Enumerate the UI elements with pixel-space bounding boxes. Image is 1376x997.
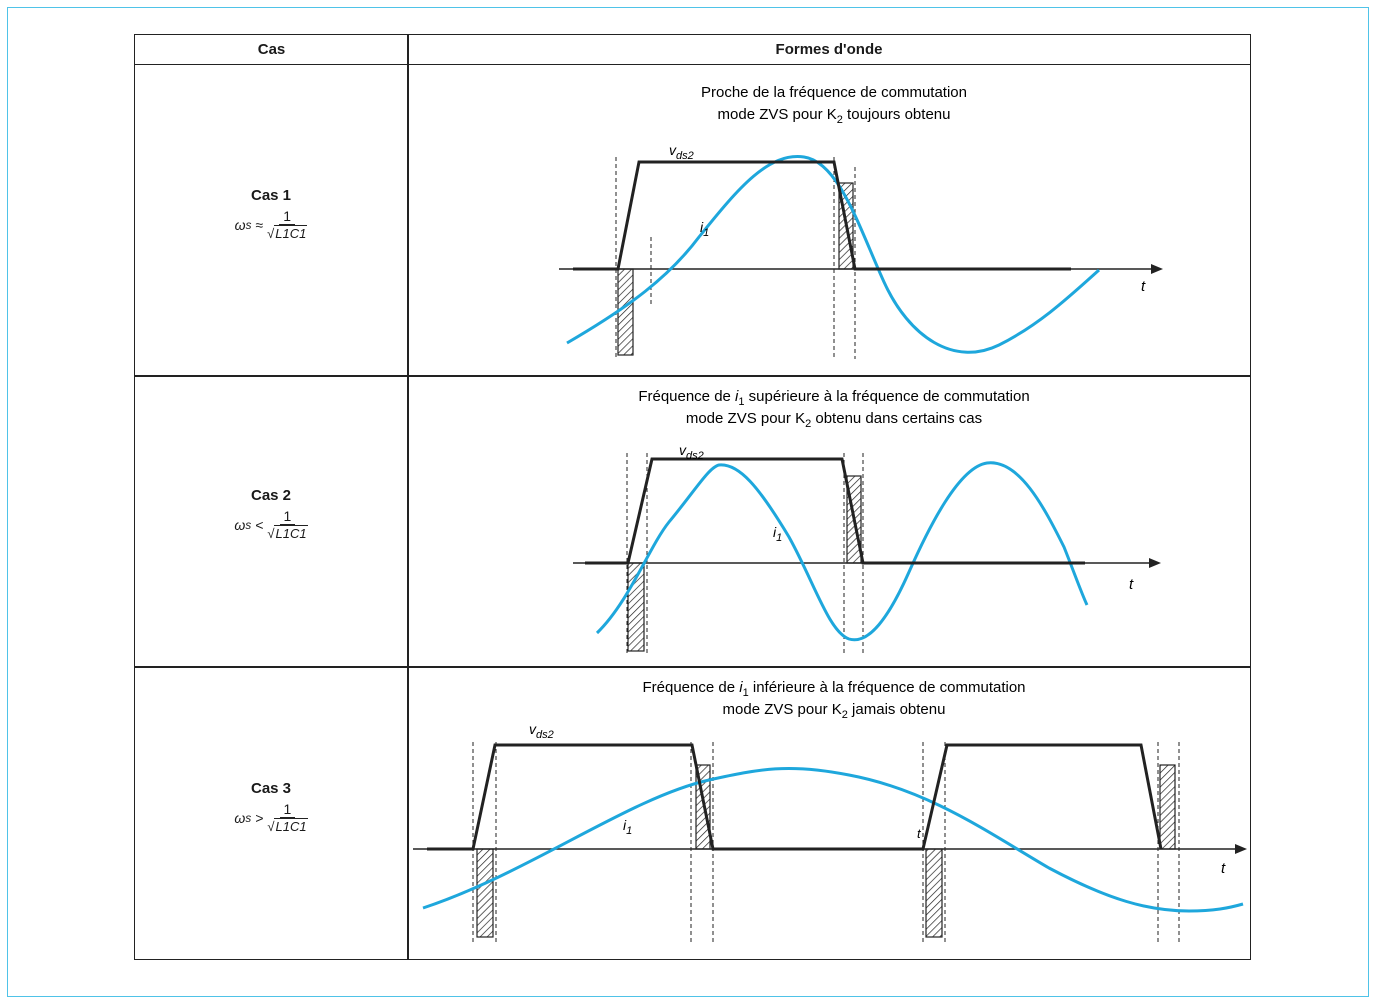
case-1-current-i1	[566, 155, 1101, 354]
fraction-numerator: 1	[279, 208, 296, 225]
case-2-name: Cas 2	[250, 487, 292, 504]
relation-symbol: ≈	[255, 217, 264, 233]
case-3-hatched-zones	[476, 764, 1176, 938]
hatched-zone-1	[476, 848, 494, 938]
fraction-numerator: 1	[279, 801, 296, 818]
case-1-vds2-waveform	[573, 160, 1071, 271]
case-3-title-line-2: mode ZVS pour K2 jamais obtenu	[723, 701, 946, 721]
omega-symbol: ω	[234, 517, 246, 533]
case-2-waveform: Fréquence de i1 supérieure à la fréquenc…	[573, 388, 1161, 655]
case-2-vds-label: vds2	[679, 442, 704, 462]
fraction: 1 √L1C1	[267, 208, 308, 242]
hatched-zone-3	[925, 848, 943, 938]
case-2-i-label: i1	[773, 524, 782, 544]
case-3-waveform: Fréquence de i1 inférieure à la fréquenc…	[413, 679, 1247, 944]
header-formes: Formes d'onde	[408, 35, 1250, 65]
case-2-axis-arrow	[1149, 558, 1161, 568]
case-1-title-line-2: mode ZVS pour K2 toujours obtenu	[718, 106, 951, 126]
fraction-denominator: √L1C1	[267, 818, 308, 834]
case-2-vds2-waveform	[585, 457, 1085, 565]
header-cas: Cas	[135, 35, 408, 65]
relation-symbol: <	[255, 517, 264, 533]
fraction: 1 √L1C1	[267, 801, 308, 835]
case-3-t-label: t	[1221, 860, 1226, 877]
omega-sub: s	[245, 218, 252, 232]
case-1-t-label: t	[1141, 278, 1146, 295]
hatched-zone-1	[617, 268, 634, 356]
case-3-t-label-2: t	[917, 826, 922, 841]
case-2-title-line-1: Fréquence de i1 supérieure à la fréquenc…	[638, 388, 1029, 408]
omega-symbol: ω	[234, 810, 246, 826]
column-separator	[407, 35, 409, 959]
case-2-t-label: t	[1129, 576, 1134, 593]
case-3-vds-label: vds2	[529, 721, 554, 741]
case-1-vds-label: vds2	[669, 142, 694, 162]
omega-sub: s	[245, 811, 252, 825]
radicand: L1C1	[274, 525, 308, 541]
case-1-waveform: Proche de la fréquence de commutation mo…	[559, 84, 1163, 359]
omega-sub: s	[245, 518, 252, 532]
case-1-name: Cas 1	[250, 187, 292, 204]
case-1-axis-arrow	[1151, 264, 1163, 274]
case-3-axis-arrow	[1235, 844, 1247, 854]
row-separator-1	[135, 375, 1250, 377]
fraction: 1 √L1C1	[267, 508, 308, 542]
case-1-dashed-markers	[615, 157, 856, 359]
case-1-title-line-1: Proche de la fréquence de commutation	[701, 84, 967, 101]
radicand: L1C1	[274, 818, 308, 834]
case-3-title-line-1: Fréquence de i1 inférieure à la fréquenc…	[642, 679, 1025, 699]
case-2-dashed-markers	[626, 453, 864, 655]
fraction-denominator: √L1C1	[267, 225, 308, 241]
row-separator-2	[135, 666, 1250, 668]
case-3-current-i1	[422, 766, 1244, 913]
fraction-numerator: 1	[279, 508, 296, 525]
case-3-name: Cas 3	[250, 780, 292, 797]
case-3-vds2-waveform	[427, 743, 1163, 851]
fraction-denominator: √L1C1	[267, 525, 308, 541]
hatched-zone-4	[1159, 764, 1176, 850]
omega-symbol: ω	[234, 217, 246, 233]
radicand: L1C1	[274, 225, 308, 241]
relation-symbol: >	[255, 810, 264, 826]
case-1-i-label: i1	[700, 219, 709, 239]
case-2-current-i1	[595, 461, 1089, 642]
case-2-title-line-2: mode ZVS pour K2 obtenu dans certains ca…	[686, 410, 982, 430]
case-3-i-label: i1	[623, 817, 632, 837]
